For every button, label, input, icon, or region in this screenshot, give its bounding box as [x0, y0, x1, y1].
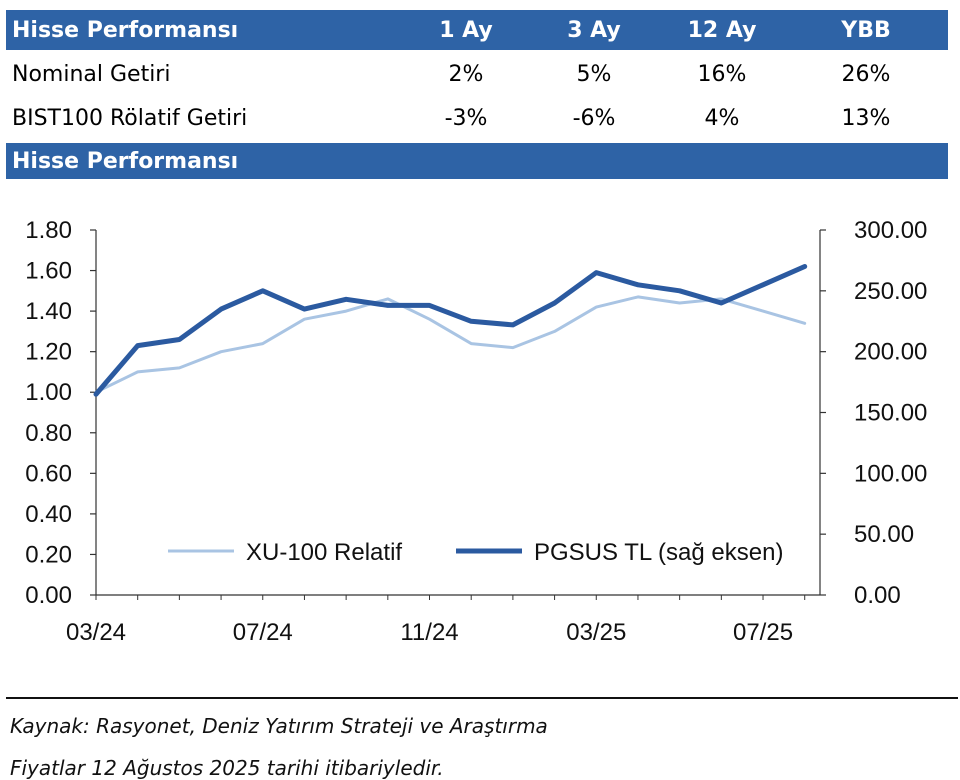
- chart-section-header: Hisse Performansı: [6, 143, 948, 179]
- row-value: 4%: [662, 106, 782, 131]
- date-note: Fiyatlar 12 Ağustos 2025 tarihi itibariy…: [10, 756, 444, 780]
- x-tick-label: 03/24: [66, 619, 126, 646]
- header-col-12ay: 12 Ay: [662, 18, 782, 43]
- table-row-nominal: Nominal Getiri 2% 5% 16% 26%: [6, 52, 948, 96]
- y-right-tick-label: 150.00: [854, 400, 927, 427]
- y-left-tick-label: 1.60: [25, 258, 72, 285]
- row-value: 5%: [534, 62, 654, 87]
- x-tick-label: 07/24: [233, 619, 293, 646]
- y-left-tick-label: 0.20: [25, 541, 72, 568]
- y-left-tick-label: 0.40: [25, 501, 72, 528]
- x-tick-label: 07/25: [733, 619, 793, 646]
- row-value: 16%: [662, 62, 782, 87]
- y-left-tick-label: 1.00: [25, 379, 72, 406]
- y-left-tick-label: 0.00: [25, 582, 72, 609]
- row-value: -3%: [406, 106, 526, 131]
- row-value: -6%: [534, 106, 654, 131]
- y-right-tick-label: 200.00: [854, 339, 927, 366]
- header-label: Hisse Performansı: [12, 18, 238, 43]
- row-value: 13%: [806, 106, 926, 131]
- y-right-tick-label: 100.00: [854, 460, 927, 487]
- divider: [6, 697, 958, 699]
- y-right-tick-label: 50.00: [854, 521, 914, 548]
- performance-table-header: Hisse Performansı 1 Ay 3 Ay 12 Ay YBB: [6, 10, 948, 50]
- header-col-ybb: YBB: [806, 18, 926, 43]
- header-col-3ay: 3 Ay: [534, 18, 654, 43]
- y-right-tick-label: 250.00: [854, 278, 927, 305]
- header-col-1ay: 1 Ay: [406, 18, 526, 43]
- row-value: 2%: [406, 62, 526, 87]
- row-label: BIST100 Rölatif Getiri: [12, 106, 247, 131]
- legend-label-xu100-relatif: XU-100 Relatif: [246, 539, 402, 566]
- y-left-tick-label: 0.80: [25, 420, 72, 447]
- y-left-tick-label: 1.40: [25, 298, 72, 325]
- source-note: Kaynak: Rasyonet, Deniz Yatırım Strateji…: [10, 714, 548, 738]
- table-row-relative: BIST100 Rölatif Getiri -3% -6% 4% 13%: [6, 96, 948, 140]
- x-tick-label: 11/24: [400, 619, 458, 646]
- y-left-tick-label: 0.60: [25, 460, 72, 487]
- chart-section-title: Hisse Performansı: [12, 149, 238, 174]
- y-left-tick-label: 1.20: [25, 339, 72, 366]
- x-tick-label: 03/25: [566, 619, 626, 646]
- y-right-tick-label: 300.00: [854, 217, 927, 244]
- legend-label-pgsus: PGSUS TL (sağ eksen): [534, 539, 783, 566]
- row-value: 26%: [806, 62, 926, 87]
- row-label: Nominal Getiri: [12, 62, 170, 87]
- y-left-tick-label: 1.80: [25, 217, 72, 244]
- performance-chart: 0.00 0.20 0.40 0.60 0.80 1.00 1.20 1.40 1.60 1.80…: [0, 180, 960, 660]
- y-right-tick-label: 0.00: [854, 582, 901, 609]
